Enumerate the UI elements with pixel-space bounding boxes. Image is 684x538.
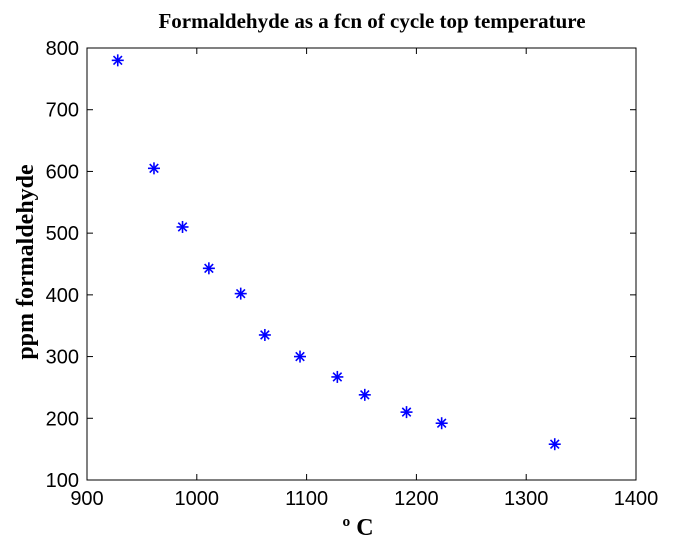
data-point-marker [176, 220, 189, 233]
x-tick-label: 900 [70, 488, 103, 510]
data-point-marker [234, 287, 247, 300]
y-tick-label: 200 [46, 408, 79, 430]
data-point-marker [358, 388, 371, 401]
x-axis-label: º C [342, 515, 373, 538]
data-point-marker [435, 417, 448, 430]
y-tick-label: 100 [46, 470, 79, 492]
data-point-marker [202, 262, 215, 275]
data-point-marker [400, 406, 413, 419]
data-point-marker [111, 54, 124, 67]
plot-area [86, 47, 637, 481]
y-tick-label: 800 [46, 38, 79, 60]
x-tick-label: 1400 [614, 488, 659, 510]
y-tick-label: 300 [46, 347, 79, 369]
y-tick-label: 400 [46, 285, 79, 307]
y-axis-label: ppm formaldehyde [13, 164, 39, 360]
x-tick-label: 1200 [394, 488, 439, 510]
y-tick-label: 700 [46, 100, 79, 122]
data-markers [111, 54, 561, 451]
y-tick-label: 600 [46, 161, 79, 183]
x-tick-label: 1100 [285, 488, 328, 510]
x-tick-label: 1300 [504, 488, 549, 510]
data-point-marker [331, 370, 344, 383]
axis-ticks: 900 1000 1100 1200 1300 1400 100 200 300 400 500 60… [46, 38, 659, 510]
data-point-marker [147, 162, 160, 175]
data-point-marker [548, 438, 561, 451]
x-tick-label: 1000 [175, 488, 220, 510]
data-point-marker [258, 328, 271, 341]
data-point-marker [294, 350, 307, 363]
chart-title: Formaldehyde as a fcn of cycle top tempe… [158, 9, 585, 33]
y-tick-label: 500 [46, 223, 79, 245]
